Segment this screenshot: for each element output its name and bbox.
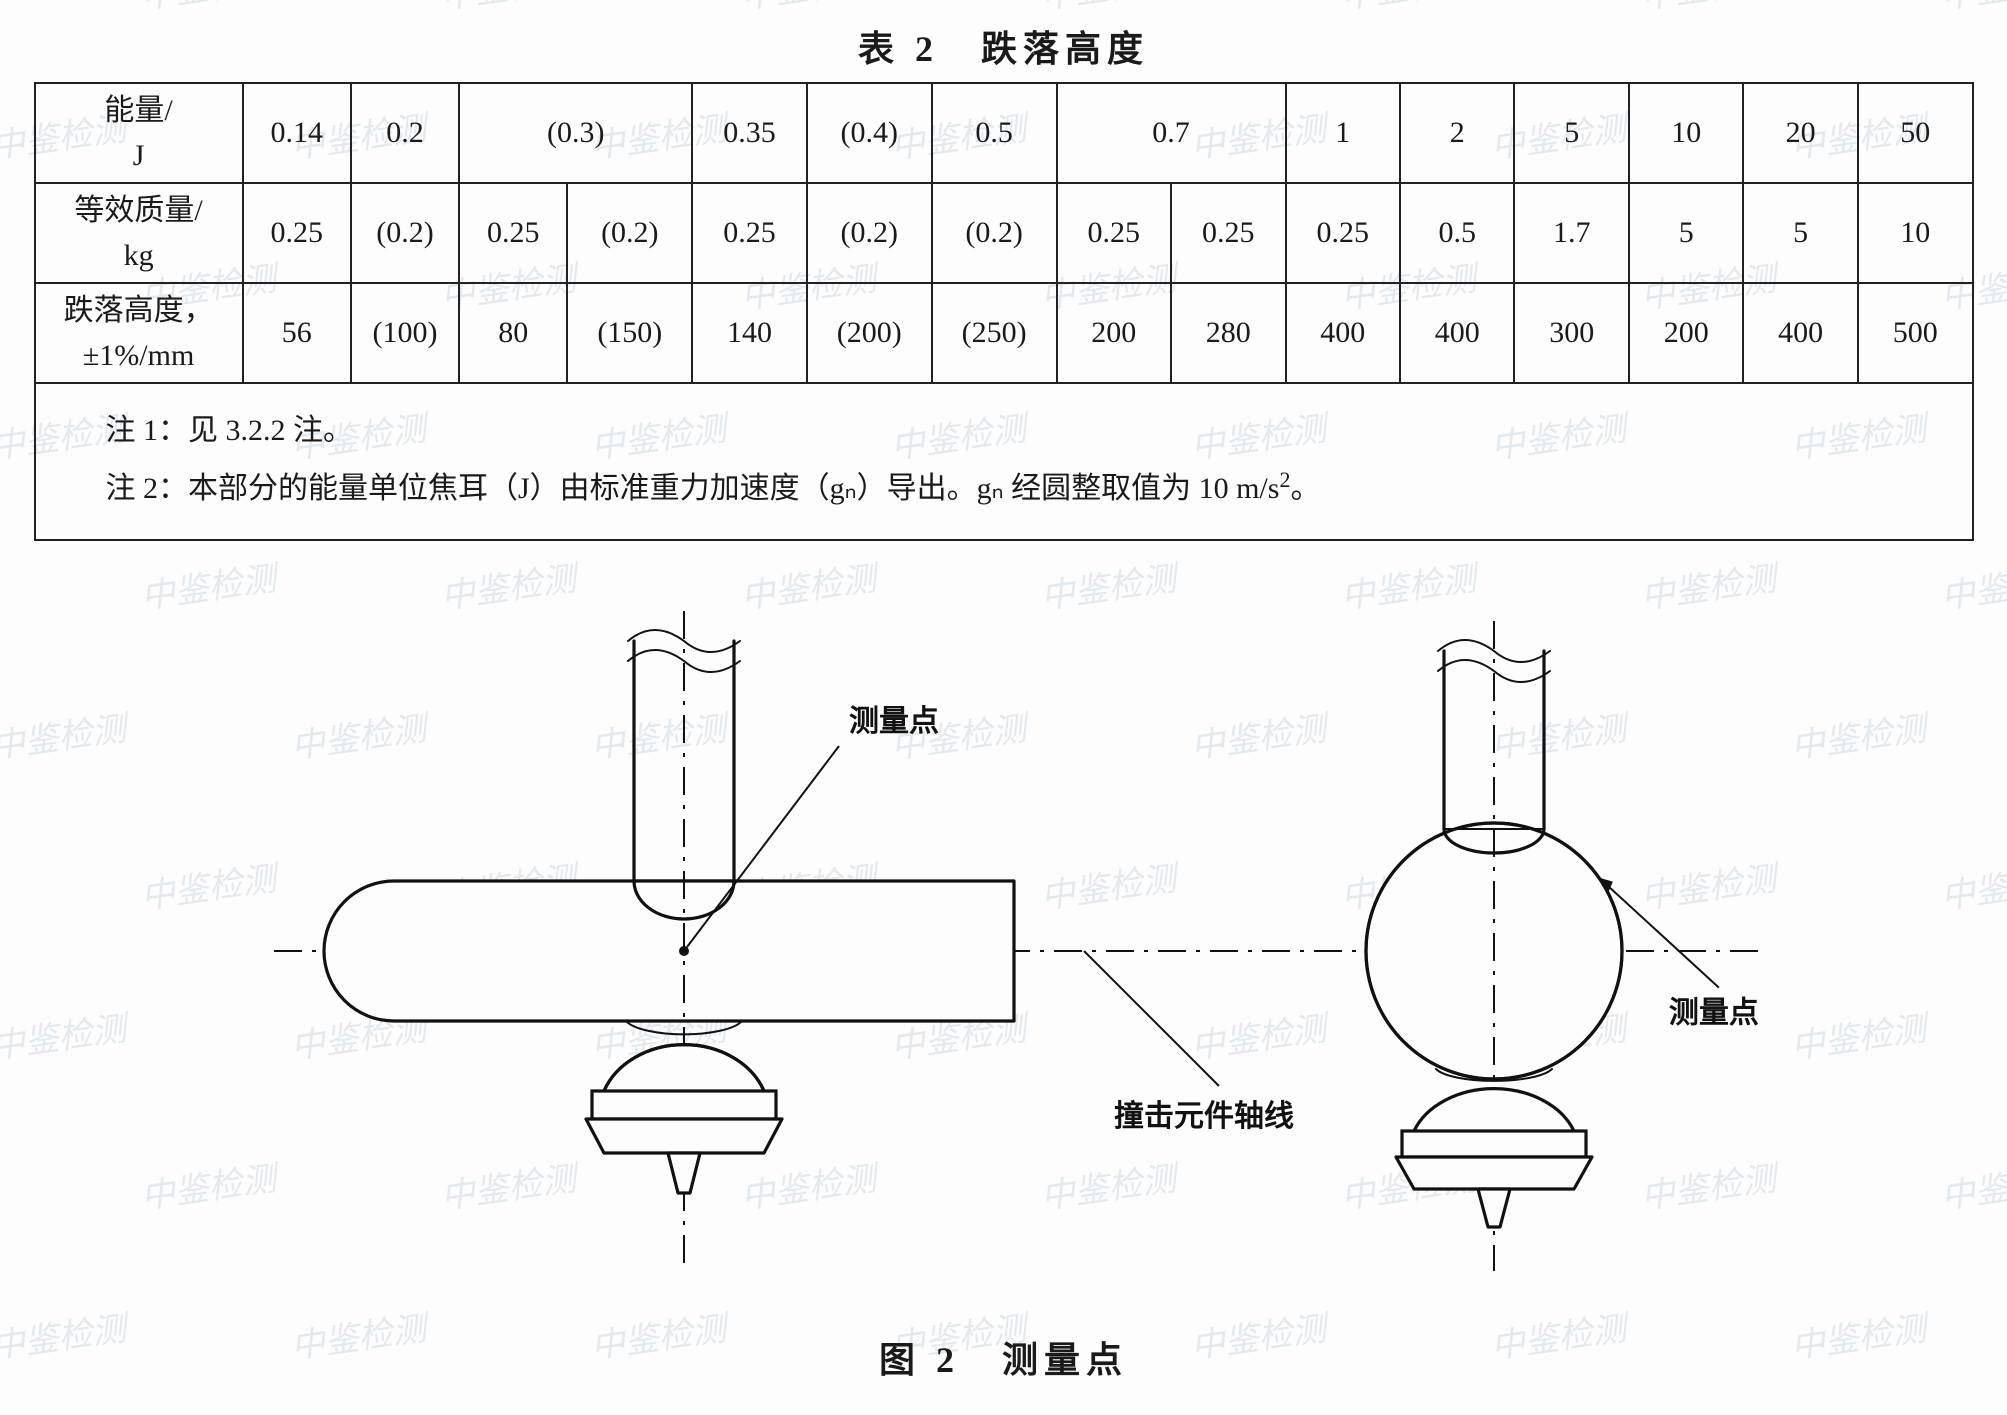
table-cell: 200 (1629, 283, 1743, 383)
table-cell: 20 (1743, 83, 1857, 183)
svg-text:撞击元件轴线: 撞击元件轴线 (1114, 1100, 1294, 1133)
table-cell: 50 (1858, 83, 1973, 183)
table-cell: 300 (1514, 283, 1628, 383)
table-notes-row: 注 1：见 3.2.2 注。注 2：本部分的能量单位焦耳（J）由标准重力加速度（… (35, 383, 1973, 540)
document-content: 表 2 跌落高度 能量/J0.140.2(0.3)0.35(0.4)0.50.7… (20, 20, 1987, 1383)
table-cell: 0.25 (1171, 183, 1285, 283)
table-cell: (0.4) (807, 83, 932, 183)
table-cell: 80 (459, 283, 567, 383)
figure-caption: 图 2 测量点 (34, 1331, 1974, 1383)
table-cell: 0.25 (1286, 183, 1400, 283)
table-cell: 1 (1286, 83, 1400, 183)
table-cell: 400 (1743, 283, 1857, 383)
table-row: 能量/J0.140.2(0.3)0.35(0.4)0.50.7125102050 (35, 83, 1973, 183)
table-cell: (150) (567, 283, 692, 383)
table-cell: 10 (1858, 183, 1973, 283)
table-cell: 0.35 (692, 83, 806, 183)
table-cell: 0.5 (932, 83, 1057, 183)
table-cell: 10 (1629, 83, 1743, 183)
table-cell: 0.14 (243, 83, 351, 183)
figure-diagram: 测量点撞击元件轴线 测量点 (204, 571, 1804, 1311)
table-cell: 0.25 (459, 183, 567, 283)
table-cell: (0.2) (932, 183, 1057, 283)
table-cell: (200) (807, 283, 932, 383)
table-notes: 注 1：见 3.2.2 注。注 2：本部分的能量单位焦耳（J）由标准重力加速度（… (35, 383, 1973, 540)
table-row: 跌落高度，±1%/mm56(100)80(150)140(200)(250)20… (35, 283, 1973, 383)
table-cell: (0.2) (351, 183, 459, 283)
table-cell: (0.3) (459, 83, 692, 183)
table-cell: (100) (351, 283, 459, 383)
table-cell: 0.25 (1057, 183, 1171, 283)
table-cell: 0.2 (351, 83, 459, 183)
table-cell: 140 (692, 283, 806, 383)
row-header: 跌落高度，±1%/mm (35, 283, 243, 383)
table-cell: 1.7 (1514, 183, 1628, 283)
table-cell: (250) (932, 283, 1057, 383)
table-cell: 280 (1171, 283, 1285, 383)
table-cell: 5 (1514, 83, 1628, 183)
figure-wrap: 测量点撞击元件轴线 测量点 图 2 测量点 (34, 571, 1974, 1383)
svg-text:测量点: 测量点 (849, 705, 939, 738)
table-cell: 5 (1743, 183, 1857, 283)
table-cell: (0.2) (567, 183, 692, 283)
table-cell: 0.25 (692, 183, 806, 283)
table-row: 等效质量/kg0.25(0.2)0.25(0.2)0.25(0.2)(0.2)0… (35, 183, 1973, 283)
table-cell: 400 (1400, 283, 1514, 383)
svg-text:测量点: 测量点 (1668, 997, 1758, 1030)
drop-height-table: 能量/J0.140.2(0.3)0.35(0.4)0.50.7125102050… (34, 82, 1974, 541)
table-cell: 500 (1858, 283, 1973, 383)
table-cell: 5 (1629, 183, 1743, 283)
table-cell: 200 (1057, 283, 1171, 383)
table-cell: 2 (1400, 83, 1514, 183)
table-cell: 0.5 (1400, 183, 1514, 283)
row-header: 等效质量/kg (35, 183, 243, 283)
table-cell: 56 (243, 283, 351, 383)
table-title: 表 2 跌落高度 (20, 20, 1987, 72)
table-cell: 0.25 (243, 183, 351, 283)
table-cell: 0.7 (1057, 83, 1286, 183)
row-header: 能量/J (35, 83, 243, 183)
table-cell: 400 (1286, 283, 1400, 383)
table-cell: (0.2) (807, 183, 932, 283)
